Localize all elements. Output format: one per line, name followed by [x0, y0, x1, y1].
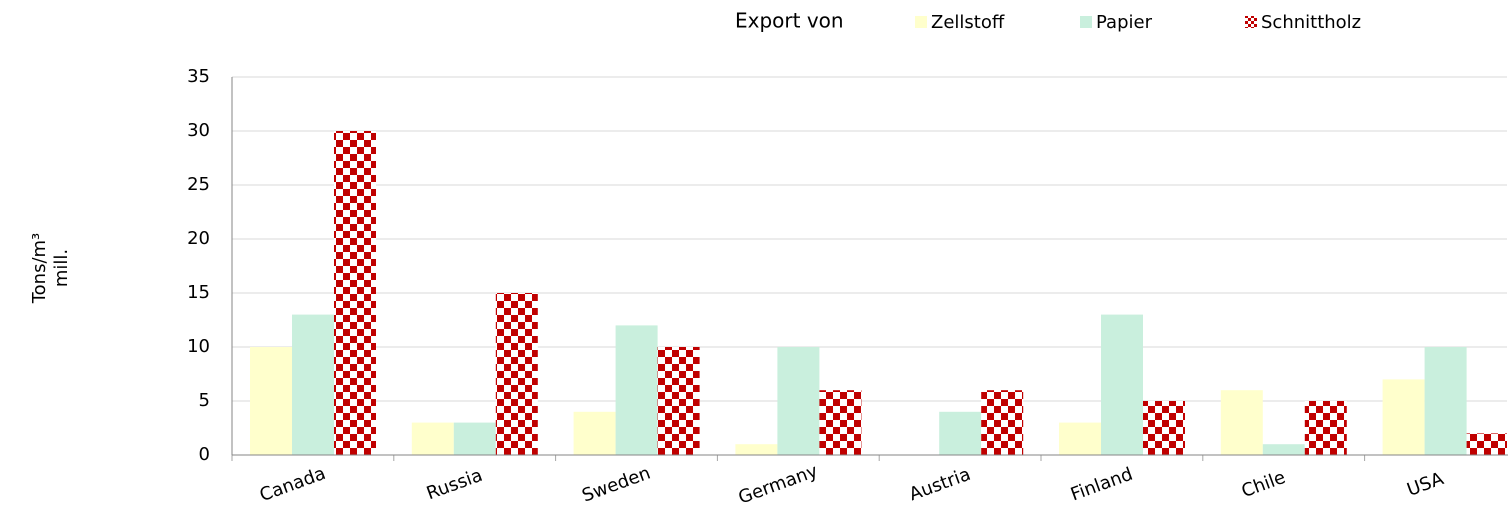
y-tick-label: 15 [187, 282, 210, 303]
y-tick-label: 25 [187, 174, 210, 195]
bar [573, 411, 616, 455]
y-tick-label: 30 [187, 120, 210, 141]
plot-area [231, 76, 1507, 461]
x-tick-label: Finland [1068, 464, 1136, 506]
x-tick-label: USA [1404, 468, 1447, 501]
bar [1304, 401, 1347, 455]
bar [981, 390, 1024, 455]
bar [1424, 347, 1467, 455]
bar [334, 131, 376, 455]
bar [292, 314, 334, 455]
x-tick-label: Russia [424, 465, 486, 505]
bar [1059, 422, 1101, 455]
legend-swatch [1245, 16, 1257, 28]
legend-label: Zellstoff [931, 12, 1005, 33]
bar [495, 293, 538, 455]
x-tick-label: Sweden [579, 462, 653, 506]
y-tick-label: 10 [187, 336, 210, 357]
y-tick-label: 5 [199, 390, 210, 411]
bar [939, 411, 982, 455]
y-tick-label: 35 [187, 66, 210, 87]
bar [1143, 401, 1185, 455]
y-tick-label: 0 [199, 444, 210, 465]
x-tick-label: Chile [1239, 467, 1289, 502]
bar [1262, 444, 1305, 455]
bar [1101, 314, 1143, 455]
x-tick-label: Canada [257, 463, 329, 506]
bar [777, 347, 820, 455]
bar [1382, 379, 1425, 455]
bar [453, 422, 496, 455]
bar [1466, 433, 1507, 455]
x-tick-label: Germany [736, 460, 821, 508]
bar [819, 390, 862, 455]
bar [735, 444, 778, 455]
bar [411, 422, 454, 455]
legend-title: Export von [735, 9, 844, 33]
y-axis-label: mill. [51, 249, 72, 287]
bar [615, 325, 658, 455]
legend-swatch [1080, 16, 1092, 28]
bar [250, 347, 292, 455]
x-tick-label: Austria [906, 464, 973, 505]
legend-label: Schnittholz [1261, 12, 1361, 33]
bar [1220, 390, 1263, 455]
legend-label: Papier [1096, 12, 1153, 33]
legend-swatch [915, 16, 927, 28]
y-axis-label: Tons/m³ [29, 233, 50, 305]
y-tick-label: 20 [187, 228, 210, 249]
bar [657, 347, 700, 455]
